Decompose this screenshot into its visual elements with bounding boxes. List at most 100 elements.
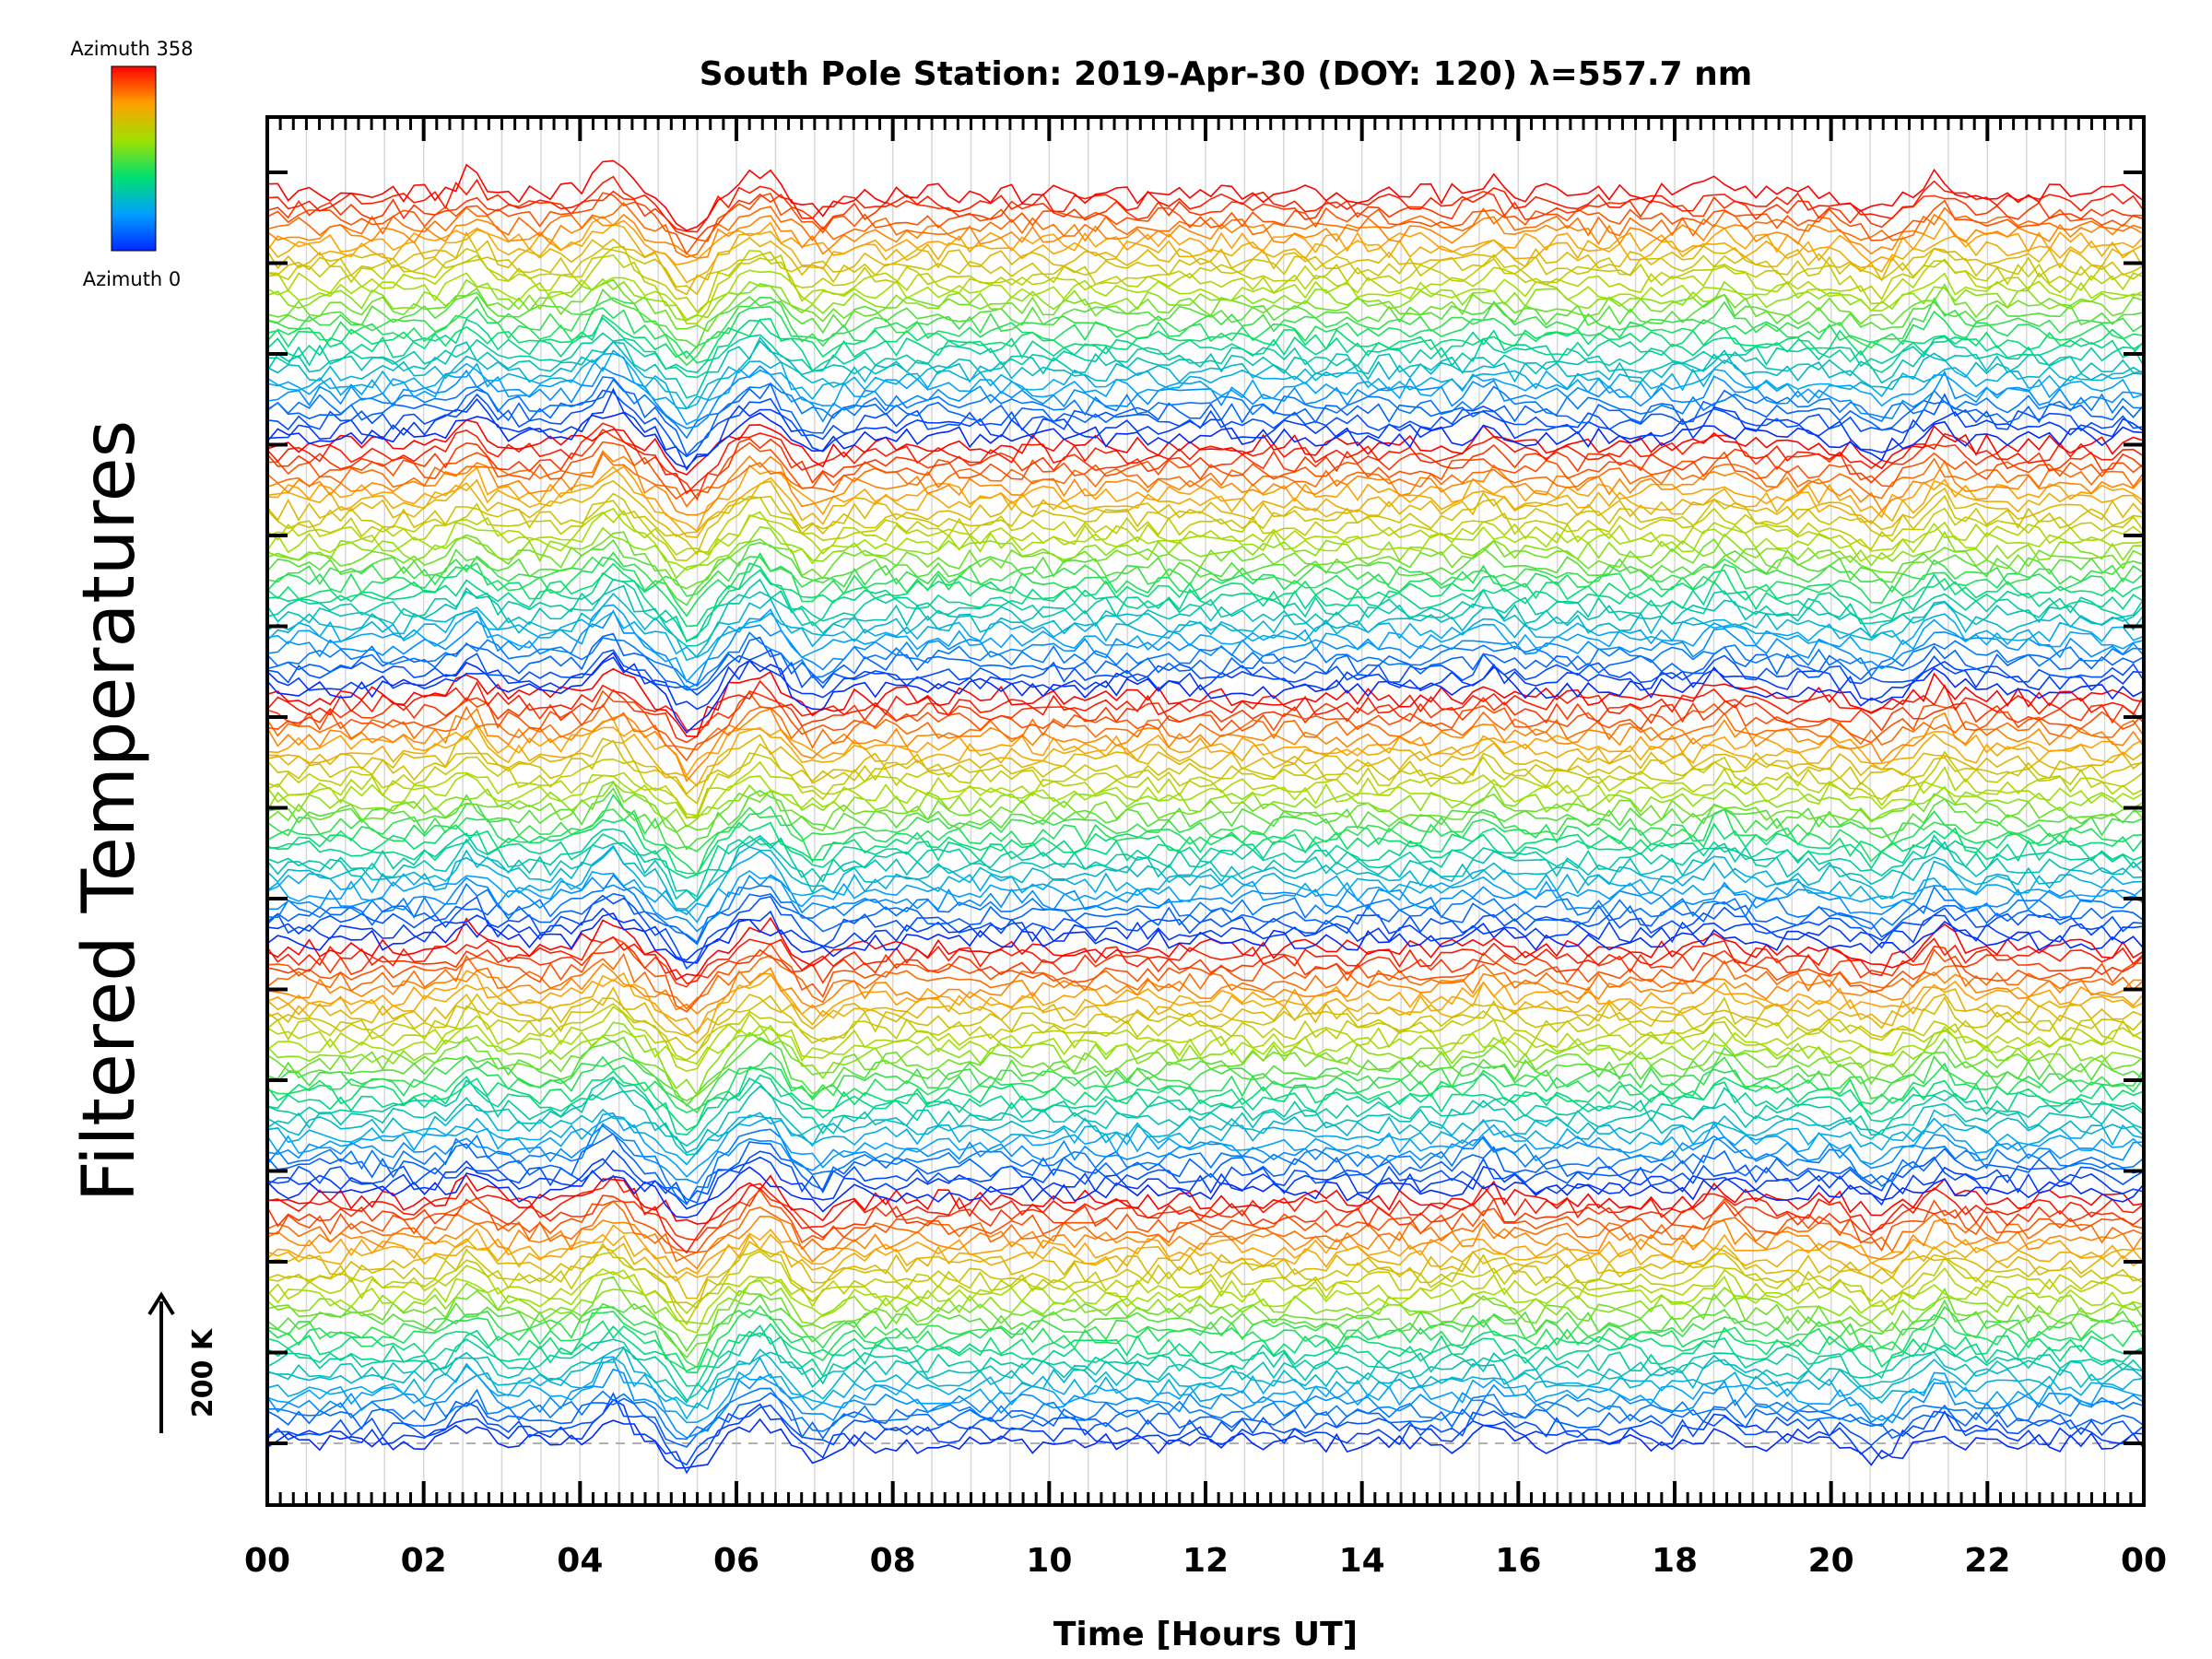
series-line [266, 1055, 2145, 1113]
series-line [266, 952, 2145, 1010]
series-line [266, 986, 2145, 1037]
series-line [266, 332, 2145, 373]
series-line [266, 892, 2145, 946]
series-line [266, 894, 2145, 971]
series-line [266, 874, 2145, 944]
series-line [266, 192, 2145, 255]
series-line [266, 306, 2145, 360]
series-line [266, 223, 2145, 284]
series-line [266, 245, 2145, 313]
series-line [266, 1156, 2145, 1210]
series-line [266, 464, 2145, 533]
series-line [266, 649, 2145, 696]
series-line [266, 389, 2145, 458]
series-line [266, 1346, 2145, 1420]
x-tick-label: 00 [244, 1542, 290, 1580]
series-line [266, 750, 2145, 819]
series-line [266, 739, 2145, 805]
series-line [266, 465, 2145, 538]
series-line [266, 288, 2145, 349]
series-line [266, 787, 2145, 851]
scale-arrow-head [147, 1291, 175, 1316]
series-line [266, 1215, 2145, 1270]
series-line [266, 1320, 2145, 1374]
series-line [266, 1024, 2145, 1065]
series-line [266, 667, 2145, 738]
series-line [266, 1003, 2145, 1061]
series-line [266, 1186, 2145, 1241]
series-line [266, 1392, 2145, 1466]
x-tick-label: 18 [1652, 1542, 1698, 1580]
series-line [266, 496, 2145, 562]
series-line [266, 450, 2145, 516]
series-line [266, 971, 2145, 1044]
x-tick-labels: 00 02 04 06 08 10 12 14 16 18 20 22 00 [244, 1542, 2167, 1580]
series-line [266, 1006, 2145, 1073]
x-tick-label: 04 [557, 1542, 603, 1580]
series-line [266, 551, 2145, 597]
x-tick-label: 16 [1495, 1542, 1541, 1580]
colorbar-top-label: Azimuth 358 [70, 38, 193, 60]
series-line [266, 230, 2145, 296]
series-line [266, 411, 2145, 469]
series-line [266, 365, 2145, 429]
series-line [266, 962, 2145, 1015]
series-line [266, 803, 2145, 853]
series-line [266, 1052, 2145, 1114]
x-tick-label: 20 [1808, 1542, 1854, 1580]
x-tick-label: 14 [1339, 1542, 1385, 1580]
x-tick-label: 10 [1026, 1542, 1072, 1580]
series-line [266, 916, 2145, 981]
series-line [266, 538, 2145, 606]
x-tick-label: 02 [401, 1542, 447, 1580]
series-line [266, 1112, 2145, 1166]
series-line [266, 604, 2145, 683]
colorbar-bottom-label: Azimuth 0 [83, 268, 182, 290]
series-line [266, 1085, 2145, 1156]
series-lines [266, 159, 2145, 1475]
series-line [266, 339, 2145, 410]
series-line [266, 352, 2145, 426]
series-line [266, 718, 2145, 787]
series-line [266, 1112, 2145, 1178]
chart-title: South Pole Station: 2019-Apr-30 (DOY: 12… [700, 55, 1753, 93]
series-line [266, 1392, 2145, 1448]
series-line [266, 1309, 2145, 1372]
series-line [266, 912, 2145, 964]
series-line [266, 1233, 2145, 1282]
x-tick-label: 08 [870, 1542, 916, 1580]
series-line [266, 1174, 2145, 1254]
series-line [266, 632, 2145, 691]
series-line [266, 250, 2145, 324]
series-line [266, 531, 2145, 590]
series-line [266, 525, 2145, 580]
x-tick-label: 22 [1964, 1542, 2010, 1580]
x-tick-label: 12 [1182, 1542, 1229, 1580]
series-line [266, 452, 2145, 508]
series-line [266, 316, 2145, 379]
series-line [266, 1267, 2145, 1335]
series-line [266, 734, 2145, 795]
series-line [266, 1332, 2145, 1402]
series-line [266, 1174, 2145, 1225]
series-line [266, 349, 2145, 410]
series-line [266, 313, 2145, 364]
series-line [266, 428, 2145, 501]
series-line [266, 492, 2145, 556]
colorbar-gradient [111, 65, 157, 252]
series-line [266, 552, 2145, 618]
series-line [266, 679, 2145, 732]
series-line [266, 1124, 2145, 1206]
series-line [266, 941, 2145, 988]
series-line [266, 441, 2145, 500]
series-line [266, 1074, 2145, 1136]
x-tick-label: 06 [713, 1542, 759, 1580]
series-line [266, 781, 2145, 829]
series-line [266, 1076, 2145, 1147]
series-line [266, 1031, 2145, 1101]
series-line [266, 1103, 2145, 1154]
series-line [266, 707, 2145, 782]
series-line [266, 215, 2145, 266]
series-line [266, 569, 2145, 643]
